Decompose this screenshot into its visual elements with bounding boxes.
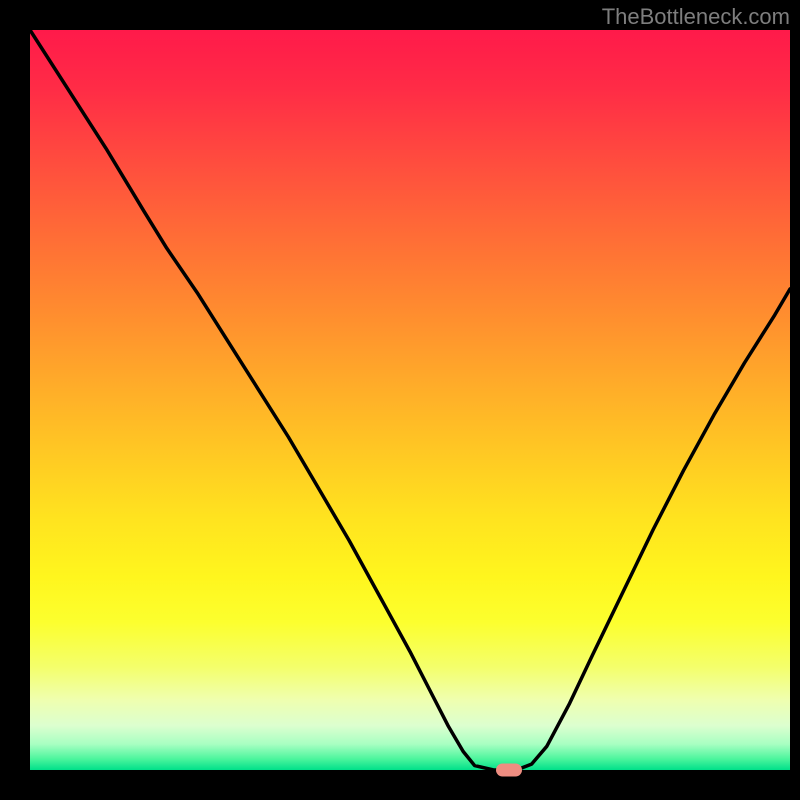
chart-frame: TheBottleneck.com — [0, 0, 800, 800]
optimal-marker — [496, 764, 522, 777]
watermark-text: TheBottleneck.com — [602, 4, 790, 30]
bottleneck-curve — [0, 0, 800, 800]
